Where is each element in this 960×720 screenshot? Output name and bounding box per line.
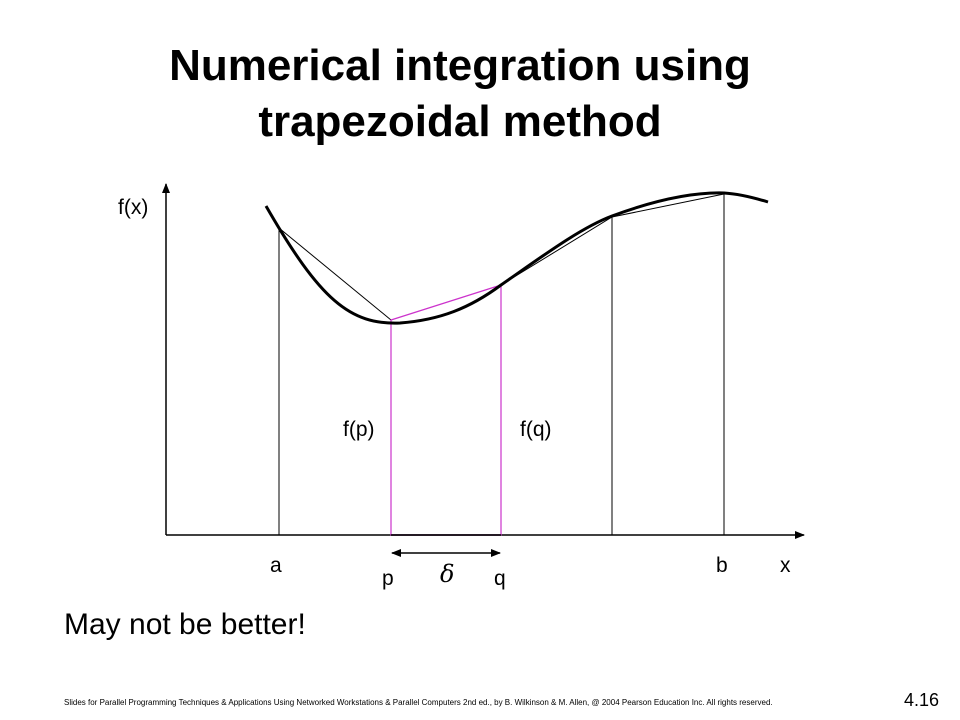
label-fq: f(q) — [520, 418, 552, 441]
slide-title: Numerical integration using trapezoidal … — [0, 38, 920, 150]
footer-credits: Slides for Parallel Programming Techniqu… — [64, 698, 773, 707]
slide-title-line-1: Numerical integration using — [169, 41, 751, 90]
label-delta: δ — [440, 560, 454, 588]
trapezoid-chords — [278, 227, 392, 321]
label-q: q — [494, 567, 506, 590]
label-a: a — [270, 554, 282, 577]
slide-title-line-2: trapezoidal method — [258, 97, 662, 146]
function-curve — [264, 191, 769, 325]
x-axis-label: x — [780, 554, 791, 577]
label-fp: f(p) — [343, 418, 375, 441]
label-b: b — [716, 554, 728, 577]
y-axis-label: f(x) — [118, 196, 148, 219]
label-p: p — [382, 567, 394, 590]
note-text: May not be better! — [64, 608, 306, 641]
slide-number: 4.16 — [904, 690, 940, 710]
